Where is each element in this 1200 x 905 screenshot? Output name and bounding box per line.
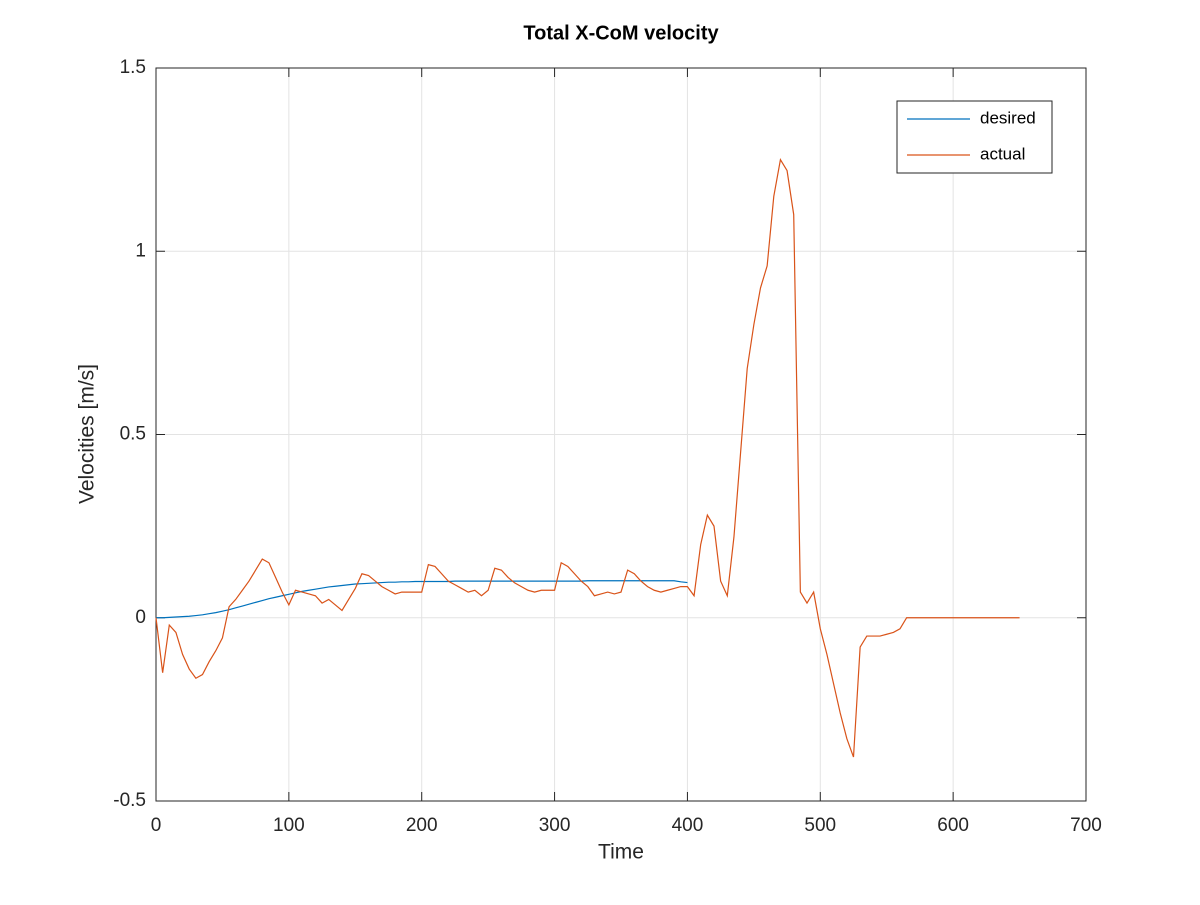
chart-title: Total X-CoM velocity [523,22,719,44]
legend-label: actual [980,144,1025,163]
y-tick-label: 0 [135,607,146,628]
x-tick-label: 500 [804,815,836,836]
x-tick-label: 700 [1070,815,1102,836]
y-axis-label: Velocities [m/s] [76,364,99,504]
x-tick-label: 600 [937,815,969,836]
x-tick-label: 400 [672,815,704,836]
x-tick-label: 300 [539,815,571,836]
x-tick-label: 200 [406,815,438,836]
y-tick-label: 1 [135,240,146,261]
data-line [156,580,688,619]
legend-box [896,100,1053,174]
x-axis-label: Time [598,841,644,864]
legend-label: desired [980,108,1036,127]
plot-frame [155,67,1087,802]
y-tick-label: -0.5 [113,790,146,811]
x-tick-label: 0 [151,815,162,836]
x-tick-label: 100 [273,815,305,836]
y-tick-label: 1.5 [120,57,146,78]
data-line [155,157,1020,758]
y-tick-label: 0.5 [120,424,146,445]
